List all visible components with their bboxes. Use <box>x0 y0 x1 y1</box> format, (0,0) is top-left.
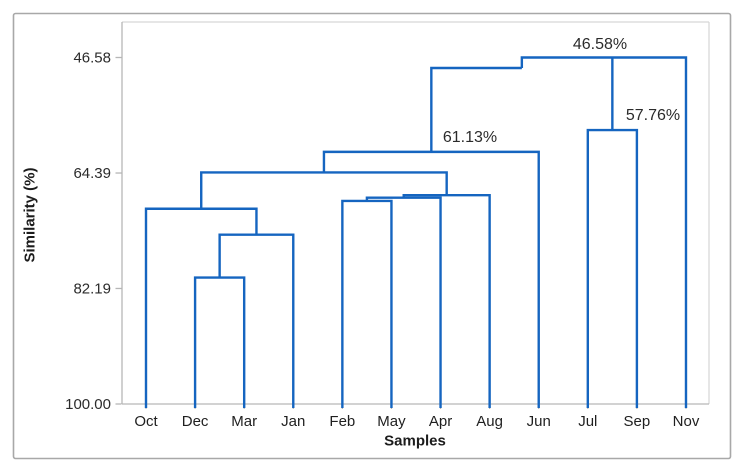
dendrogram-tree <box>144 56 688 408</box>
y-tick-label-64.39: 64.39 <box>73 165 111 182</box>
annotation-57.76pct: 57.76% <box>626 107 680 124</box>
axes-and-ticks: 46.58 64.39 82.19 100.00 Oct Dec Mar Jan Feb May A… <box>65 21 710 430</box>
x-leaf-label-sep: Sep <box>624 413 651 430</box>
x-leaf-label-jul: Jul <box>578 413 597 430</box>
x-leaf-label-jan: Jan <box>281 413 305 430</box>
x-leaf-label-may: May <box>377 413 406 430</box>
x-leaf-label-dec: Dec <box>182 413 209 430</box>
x-leaf-label-nov: Nov <box>673 413 700 430</box>
merge-bracket-M10 <box>430 66 522 152</box>
x-leaf-label-jun: Jun <box>527 413 551 430</box>
figure-border <box>12 12 732 460</box>
merge-bracket-M7 <box>200 171 448 209</box>
merge-bracket-M11 <box>520 56 688 408</box>
y-tick-label-82.19: 82.19 <box>73 280 111 297</box>
x-axis-title: Samples <box>384 432 446 450</box>
y-axis-title: Similarity (%) <box>21 167 39 263</box>
x-leaf-label-apr: Apr <box>429 413 452 430</box>
annotation-46.58pct: 46.58% <box>573 36 627 53</box>
merge-bracket-M2 <box>218 233 295 408</box>
merge-bracket-M4 <box>341 199 393 408</box>
merge-bracket-M5 <box>365 196 442 408</box>
annotation-61.13pct: 61.13% <box>443 129 497 146</box>
x-leaf-label-aug: Aug <box>476 413 503 430</box>
similarity-annotations: 46.58% 57.76% 61.13% <box>443 36 680 146</box>
x-leaf-label-feb: Feb <box>329 413 355 430</box>
y-tick-label-100.00: 100.00 <box>65 396 111 413</box>
x-leaf-label-oct: Oct <box>134 413 158 430</box>
y-tick-label-46.58: 46.58 <box>73 50 111 67</box>
outer-border <box>12 12 732 460</box>
x-leaf-label-mar: Mar <box>231 413 257 430</box>
